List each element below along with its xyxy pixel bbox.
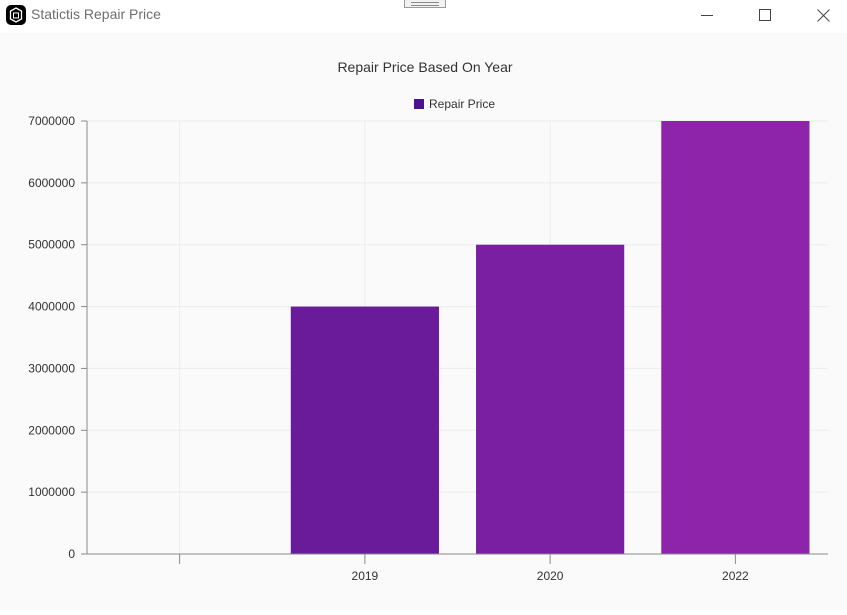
- y-tick-label: 3000000: [28, 361, 75, 375]
- maximize-icon: [759, 9, 771, 21]
- bar-2020[interactable]: [476, 244, 625, 554]
- maximize-button[interactable]: [742, 0, 788, 30]
- bar-series: [290, 121, 810, 554]
- title-bar[interactable]: Statictis Repair Price: [0, 0, 847, 30]
- window-title: Statictis Repair Price: [31, 6, 161, 22]
- chart-legend[interactable]: Repair Price: [414, 97, 495, 111]
- chart-panel: Repair Price Based On Year Repair Price …: [0, 33, 847, 610]
- bar-chart: Repair Price Based On Year Repair Price …: [28, 59, 828, 583]
- y-tick-label: 2000000: [28, 423, 75, 437]
- minimize-button[interactable]: [684, 0, 730, 30]
- y-tick-label: 0: [68, 547, 75, 561]
- legend-label: Repair Price: [429, 97, 495, 111]
- x-axis: 2019 2020 2022: [87, 553, 828, 583]
- close-button[interactable]: [800, 0, 846, 30]
- y-tick-label: 1000000: [28, 485, 75, 499]
- y-tick-label: 5000000: [28, 238, 75, 252]
- close-icon: [816, 8, 830, 22]
- y-tick-label: 4000000: [28, 300, 75, 314]
- y-tick-label: 7000000: [28, 114, 75, 128]
- y-axis: 0 1000000 2000000 3000000 4000000 5000000 6000…: [28, 114, 88, 561]
- drag-handle[interactable]: [404, 0, 446, 8]
- x-tick-label: 2020: [537, 569, 564, 583]
- bar-2019[interactable]: [290, 306, 439, 554]
- minimize-icon: [701, 15, 713, 16]
- bar-2022[interactable]: [661, 121, 810, 554]
- legend-swatch: [414, 99, 424, 109]
- x-tick-label: 2019: [352, 569, 379, 583]
- chart-title: Repair Price Based On Year: [337, 59, 512, 75]
- y-tick-label: 6000000: [28, 176, 75, 190]
- app-logo-icon: [6, 5, 26, 25]
- x-tick-label: 2022: [722, 569, 749, 583]
